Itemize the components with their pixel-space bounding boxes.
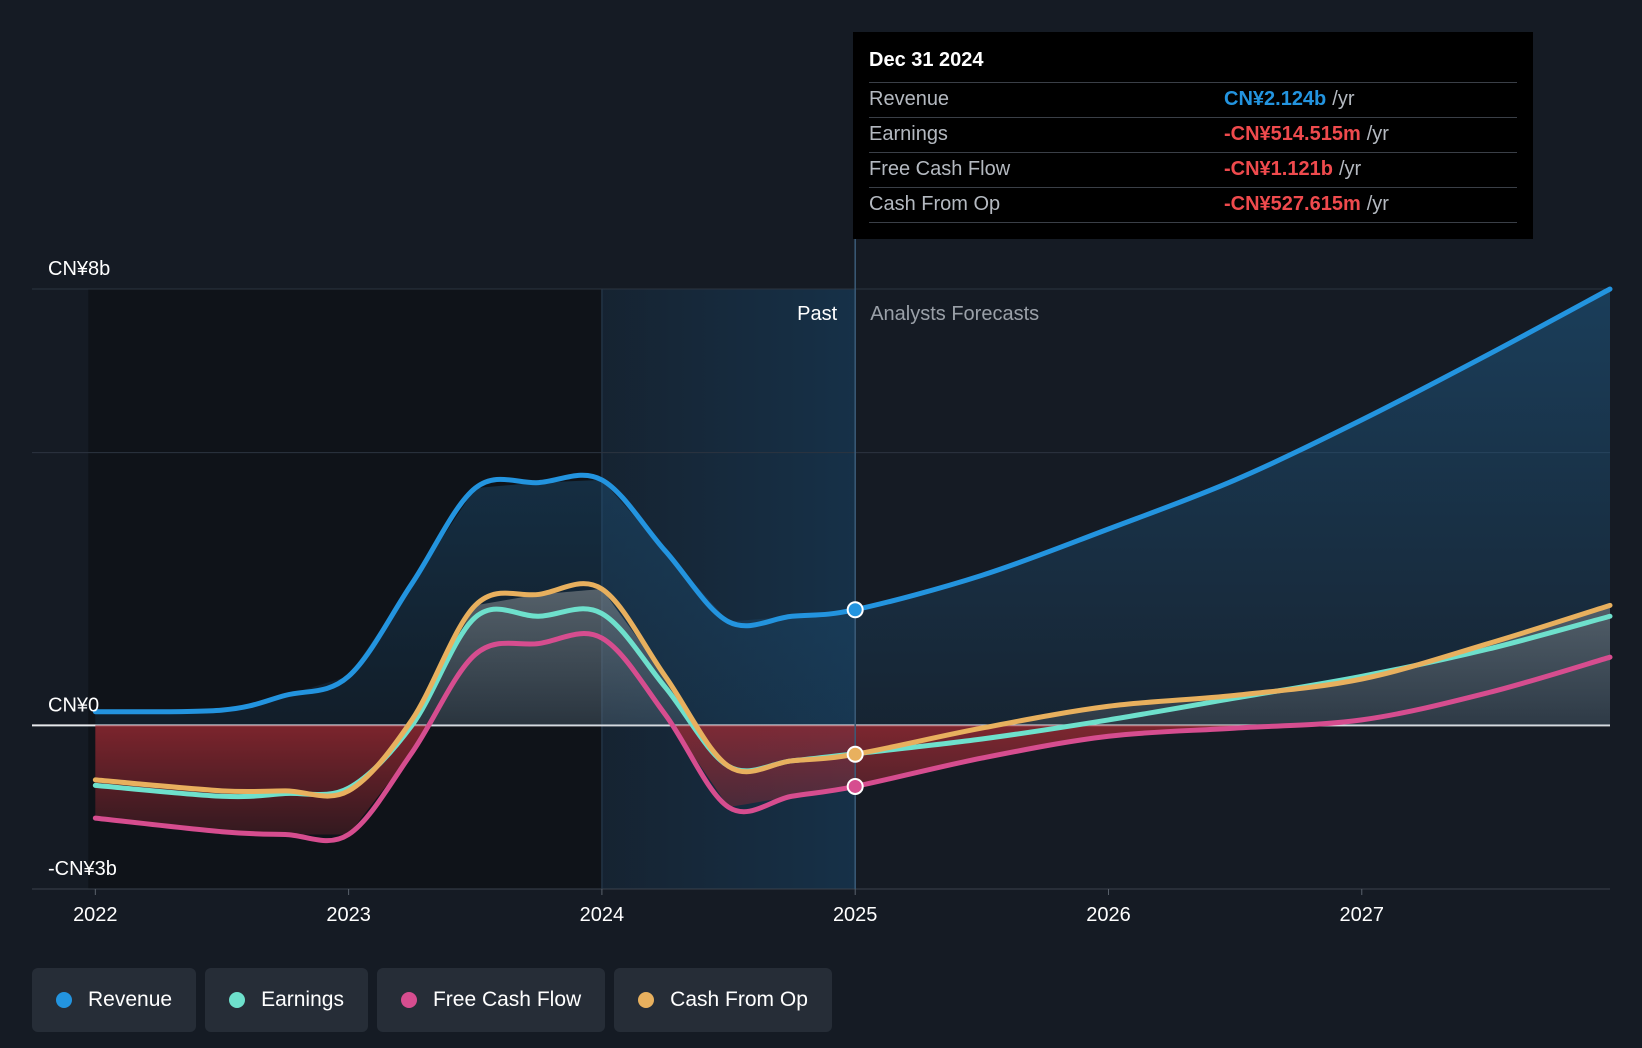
legend-item-free-cash-flow[interactable]: Free Cash Flow xyxy=(376,968,606,1032)
y-tick-label: CN¥8b xyxy=(48,258,110,280)
x-tick-label: 2025 xyxy=(833,904,878,926)
tooltip-value: -CN¥514.515m xyxy=(1224,123,1361,145)
legend-label: Revenue xyxy=(88,988,173,1011)
tooltip-date: Dec 31 2024 xyxy=(869,46,1517,83)
forecast-label: Analysts Forecasts xyxy=(870,303,1039,325)
legend-label: Cash From Op xyxy=(670,988,808,1011)
legend-dot-icon xyxy=(400,992,417,1008)
tooltip-value: -CN¥1.121b xyxy=(1224,158,1333,180)
legend-item-cash-from-op[interactable]: Cash From Op xyxy=(614,968,832,1032)
x-tick-label: 2022 xyxy=(73,904,118,926)
series-line-revenue xyxy=(92,286,1613,715)
marker-revenue xyxy=(846,601,864,619)
tooltip-value: CN¥2.124b xyxy=(1224,88,1327,110)
legend-dot-icon xyxy=(56,992,72,1008)
legend-label: Free Cash Flow xyxy=(432,988,582,1011)
positive-area xyxy=(95,589,1610,726)
series-line-free-cash-flow xyxy=(92,631,1613,844)
x-tick-label: 2026 xyxy=(1086,904,1131,926)
tooltip-unit: /yr xyxy=(1332,88,1355,110)
legend-item-earnings[interactable]: Earnings xyxy=(205,968,368,1032)
tooltip-unit: /yr xyxy=(1366,123,1389,145)
past-label: Past xyxy=(797,303,837,325)
legend: Revenue Earnings Free Cash Flow Cash Fro… xyxy=(32,968,832,1032)
marker-cash-from-op xyxy=(846,745,864,763)
tooltip-value: -CN¥527.615m xyxy=(1224,193,1361,215)
legend-label: Earnings xyxy=(261,988,344,1011)
tooltip-row-free-cash-flow: Free Cash Flow -CN¥1.121b /yr xyxy=(869,153,1517,188)
series-line-cash-from-op xyxy=(92,581,1613,799)
marker-free-cash-flow xyxy=(846,777,864,795)
tooltip-label: Earnings xyxy=(869,123,948,145)
chart: CN¥8b CN¥0 -CN¥3b 2022 2023 2024 2025 2026 2027 P… xyxy=(32,239,1613,926)
tooltip-unit: /yr xyxy=(1338,158,1362,180)
y-tick-label: CN¥0 xyxy=(48,694,99,716)
legend-item-revenue[interactable]: Revenue xyxy=(32,968,197,1032)
x-tick-label: 2024 xyxy=(580,904,625,926)
x-tick-label: 2027 xyxy=(1340,904,1385,926)
tooltip-label: Cash From Op xyxy=(869,193,1001,215)
tooltip-row-earnings: Earnings -CN¥514.515m /yr xyxy=(869,118,1517,153)
tooltip-row-revenue: Revenue CN¥2.124b /yr xyxy=(869,83,1517,118)
legend-dot-icon xyxy=(638,992,655,1008)
tooltip: Dec 31 2024 Revenue CN¥2.124b /yr Earnin… xyxy=(853,32,1533,239)
tooltip-label: Revenue xyxy=(869,88,950,110)
legend-dot-icon xyxy=(229,992,246,1008)
y-tick-label: -CN¥3b xyxy=(48,858,117,880)
x-tick-label: 2023 xyxy=(326,904,371,926)
tooltip-row-cash-from-op: Cash From Op -CN¥527.615m /yr xyxy=(869,188,1517,223)
tooltip-unit: /yr xyxy=(1366,193,1389,215)
tooltip-label: Free Cash Flow xyxy=(869,158,1011,180)
